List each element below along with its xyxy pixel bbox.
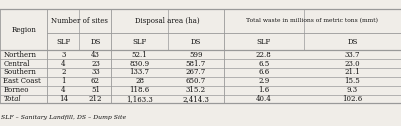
Text: 315.2: 315.2: [186, 86, 206, 94]
Text: Number of sites: Number of sites: [51, 17, 108, 25]
Text: 33.7: 33.7: [345, 51, 360, 59]
Text: Central: Central: [3, 60, 30, 68]
Text: 22.8: 22.8: [256, 51, 272, 59]
Text: Borneo: Borneo: [3, 86, 29, 94]
Text: 28: 28: [135, 77, 144, 85]
Text: 23.0: 23.0: [345, 60, 360, 68]
Text: 133.7: 133.7: [130, 68, 150, 76]
Text: Disposal area (ha): Disposal area (ha): [135, 17, 200, 25]
Text: SLF: SLF: [132, 38, 147, 46]
Text: 14: 14: [59, 95, 68, 103]
Text: 1: 1: [61, 77, 66, 85]
Text: 2,414.3: 2,414.3: [182, 95, 209, 103]
Text: 118.6: 118.6: [130, 86, 150, 94]
Text: 15.5: 15.5: [344, 77, 360, 85]
Text: 599: 599: [189, 51, 203, 59]
Text: DS: DS: [190, 38, 201, 46]
Text: 3: 3: [61, 51, 65, 59]
Text: SLF: SLF: [257, 38, 271, 46]
Text: 4: 4: [61, 86, 66, 94]
Text: 1,163.3: 1,163.3: [126, 95, 153, 103]
Text: 4: 4: [61, 60, 66, 68]
Text: Southern: Southern: [3, 68, 36, 76]
Text: 102.6: 102.6: [342, 95, 363, 103]
Text: 6.6: 6.6: [258, 68, 269, 76]
Text: SLF – Sanitary Landfill, DS – Dump Site: SLF – Sanitary Landfill, DS – Dump Site: [1, 115, 126, 120]
Text: Region: Region: [11, 26, 36, 34]
Text: 267.7: 267.7: [186, 68, 206, 76]
Text: Total waste in millions of metric tons (mmt): Total waste in millions of metric tons (…: [246, 18, 379, 23]
Text: 6.5: 6.5: [258, 60, 269, 68]
Text: 52.1: 52.1: [132, 51, 148, 59]
Text: Total: Total: [3, 95, 21, 103]
Text: 2: 2: [61, 68, 66, 76]
Text: SLF: SLF: [56, 38, 71, 46]
Text: 650.7: 650.7: [186, 77, 206, 85]
Text: DS: DS: [347, 38, 358, 46]
Text: 212: 212: [89, 95, 102, 103]
Text: 43: 43: [91, 51, 100, 59]
Text: East Coast: East Coast: [3, 77, 41, 85]
Text: 581.7: 581.7: [186, 60, 206, 68]
Text: 23: 23: [91, 60, 100, 68]
Text: 2.9: 2.9: [258, 77, 269, 85]
Text: 830.9: 830.9: [130, 60, 150, 68]
Text: 1.6: 1.6: [258, 86, 269, 94]
Text: 40.4: 40.4: [256, 95, 272, 103]
Text: 21.1: 21.1: [344, 68, 360, 76]
Text: 9.3: 9.3: [347, 86, 358, 94]
Text: Northern: Northern: [3, 51, 36, 59]
Text: DS: DS: [90, 38, 101, 46]
Text: 51: 51: [91, 86, 100, 94]
Text: 62: 62: [91, 77, 100, 85]
Text: 33: 33: [91, 68, 100, 76]
